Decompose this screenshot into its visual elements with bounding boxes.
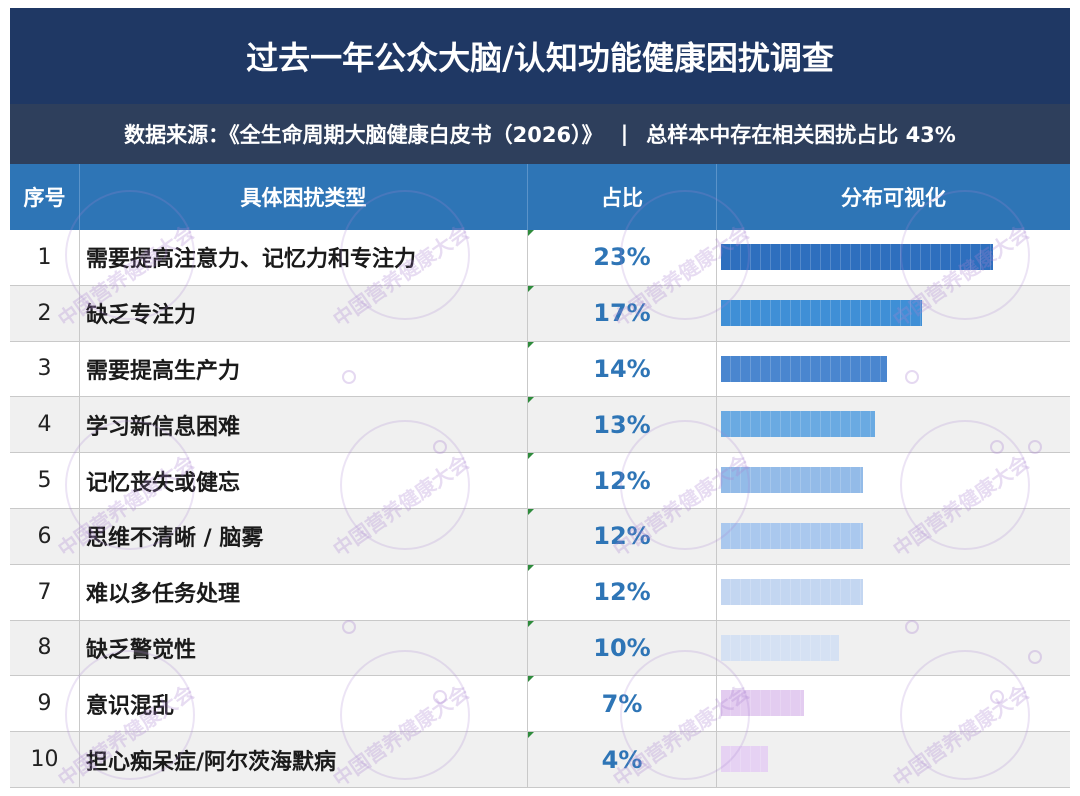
table-row: 4 学习新信息困难 13%	[10, 397, 1070, 454]
viz-cell	[717, 453, 1070, 508]
table-header: 序号 具体困扰类型 占比 分布可视化	[10, 164, 1070, 230]
header-type: 具体困扰类型	[80, 164, 528, 230]
cell-marker-icon	[528, 397, 534, 404]
bar-5	[721, 467, 863, 494]
value-text: 10%	[593, 633, 651, 662]
category-label: 意识混乱	[80, 676, 528, 732]
category-label: 需要提高注意力、记忆力和专注力	[80, 230, 528, 285]
cell-marker-icon	[528, 285, 534, 292]
category-label: 难以多任务处理	[80, 564, 528, 620]
cell-marker-icon	[528, 676, 534, 683]
cell-marker-icon	[528, 732, 534, 739]
row-index: 7	[10, 564, 80, 620]
value-label: 12%	[528, 508, 717, 564]
viz-cell	[717, 286, 1070, 341]
category-label: 缺乏警觉性	[80, 620, 528, 676]
cell-marker-icon	[528, 620, 534, 627]
header-viz: 分布可视化	[841, 186, 946, 210]
row-index: 1	[10, 230, 80, 285]
row-index: 8	[10, 620, 80, 676]
value-label: 17%	[528, 285, 717, 341]
bar-7	[721, 578, 863, 605]
value-label: 10%	[528, 620, 717, 676]
value-text: 7%	[601, 689, 643, 718]
bar-3	[721, 355, 887, 382]
category-label: 思维不清晰 / 脑雾	[80, 508, 528, 564]
row-index: 10	[10, 732, 80, 787]
category-label: 记忆丧失或健忘	[80, 453, 528, 508]
table-body: 1 需要提高注意力、记忆力和专注力 23% 2 缺乏专注力 17% 3 需要提高生产力 14% 4…	[10, 230, 1070, 788]
value-text: 13%	[593, 410, 651, 439]
viz-cell	[717, 509, 1070, 564]
cell-marker-icon	[528, 230, 534, 236]
table-row: 2 缺乏专注力 17%	[10, 285, 1070, 342]
value-label: 12%	[528, 564, 717, 620]
row-index: 5	[10, 453, 80, 508]
bar-8	[721, 634, 839, 661]
category-label: 学习新信息困难	[80, 397, 528, 453]
bar-4	[721, 411, 875, 438]
source-separator: |	[620, 122, 629, 146]
viz-cell	[717, 732, 1070, 787]
cell-marker-icon	[528, 341, 534, 348]
table-row: 6 思维不清晰 / 脑雾 12%	[10, 508, 1070, 565]
viz-cell	[717, 565, 1070, 620]
source-line: 数据来源：《全生命周期大脑健康白皮书（2026）》 | 总样本中存在相关困扰占比 4…	[10, 104, 1070, 164]
viz-cell	[717, 397, 1070, 452]
bar-9	[721, 690, 804, 717]
value-text: 17%	[593, 299, 651, 328]
cell-marker-icon	[528, 508, 534, 515]
cell-marker-icon	[528, 564, 534, 571]
value-label: 14%	[528, 341, 717, 397]
row-index: 4	[10, 397, 80, 453]
value-label: 7%	[528, 676, 717, 732]
row-index: 3	[10, 341, 80, 397]
row-index: 6	[10, 508, 80, 564]
category-label: 担心痴呆症/阿尔茨海默病	[80, 732, 528, 787]
viz-cell	[717, 342, 1070, 397]
table-row: 9 意识混乱 7%	[10, 676, 1070, 733]
header-index: 序号	[10, 164, 80, 230]
chart-title: 过去一年公众大脑/认知功能健康困扰调查	[10, 8, 1070, 104]
value-text: 4%	[601, 745, 643, 774]
row-index: 9	[10, 676, 80, 732]
value-text: 12%	[593, 578, 651, 607]
source-text: 数据来源：《全生命周期大脑健康白皮书（2026）》	[124, 123, 603, 147]
viz-cell	[717, 621, 1070, 676]
value-text: 23%	[593, 243, 651, 272]
sample-summary: 总样本中存在相关困扰占比 43%	[646, 123, 956, 147]
bar-1	[721, 244, 993, 270]
value-label: 12%	[528, 453, 717, 508]
cell-marker-icon	[528, 453, 534, 460]
value-label: 13%	[528, 397, 717, 453]
value-label: 23%	[528, 230, 717, 285]
table-row: 10 担心痴呆症/阿尔茨海默病 4%	[10, 732, 1070, 788]
category-label: 需要提高生产力	[80, 341, 528, 397]
header-share: 占比	[528, 164, 717, 230]
value-text: 12%	[593, 466, 651, 495]
bar-2	[721, 299, 922, 326]
table-row: 5 记忆丧失或健忘 12%	[10, 453, 1070, 509]
table-row: 7 难以多任务处理 12%	[10, 564, 1070, 621]
value-text: 14%	[593, 354, 651, 383]
table-row: 1 需要提高注意力、记忆力和专注力 23%	[10, 230, 1070, 286]
value-text: 12%	[593, 522, 651, 551]
bar-6	[721, 522, 863, 549]
viz-cell	[717, 230, 1070, 285]
bar-10	[721, 746, 768, 773]
value-label: 4%	[528, 732, 717, 787]
table-row: 3 需要提高生产力 14%	[10, 341, 1070, 398]
row-index: 2	[10, 285, 80, 341]
table-row: 8 缺乏警觉性 10%	[10, 620, 1070, 677]
viz-cell	[717, 676, 1070, 731]
category-label: 缺乏专注力	[80, 285, 528, 341]
